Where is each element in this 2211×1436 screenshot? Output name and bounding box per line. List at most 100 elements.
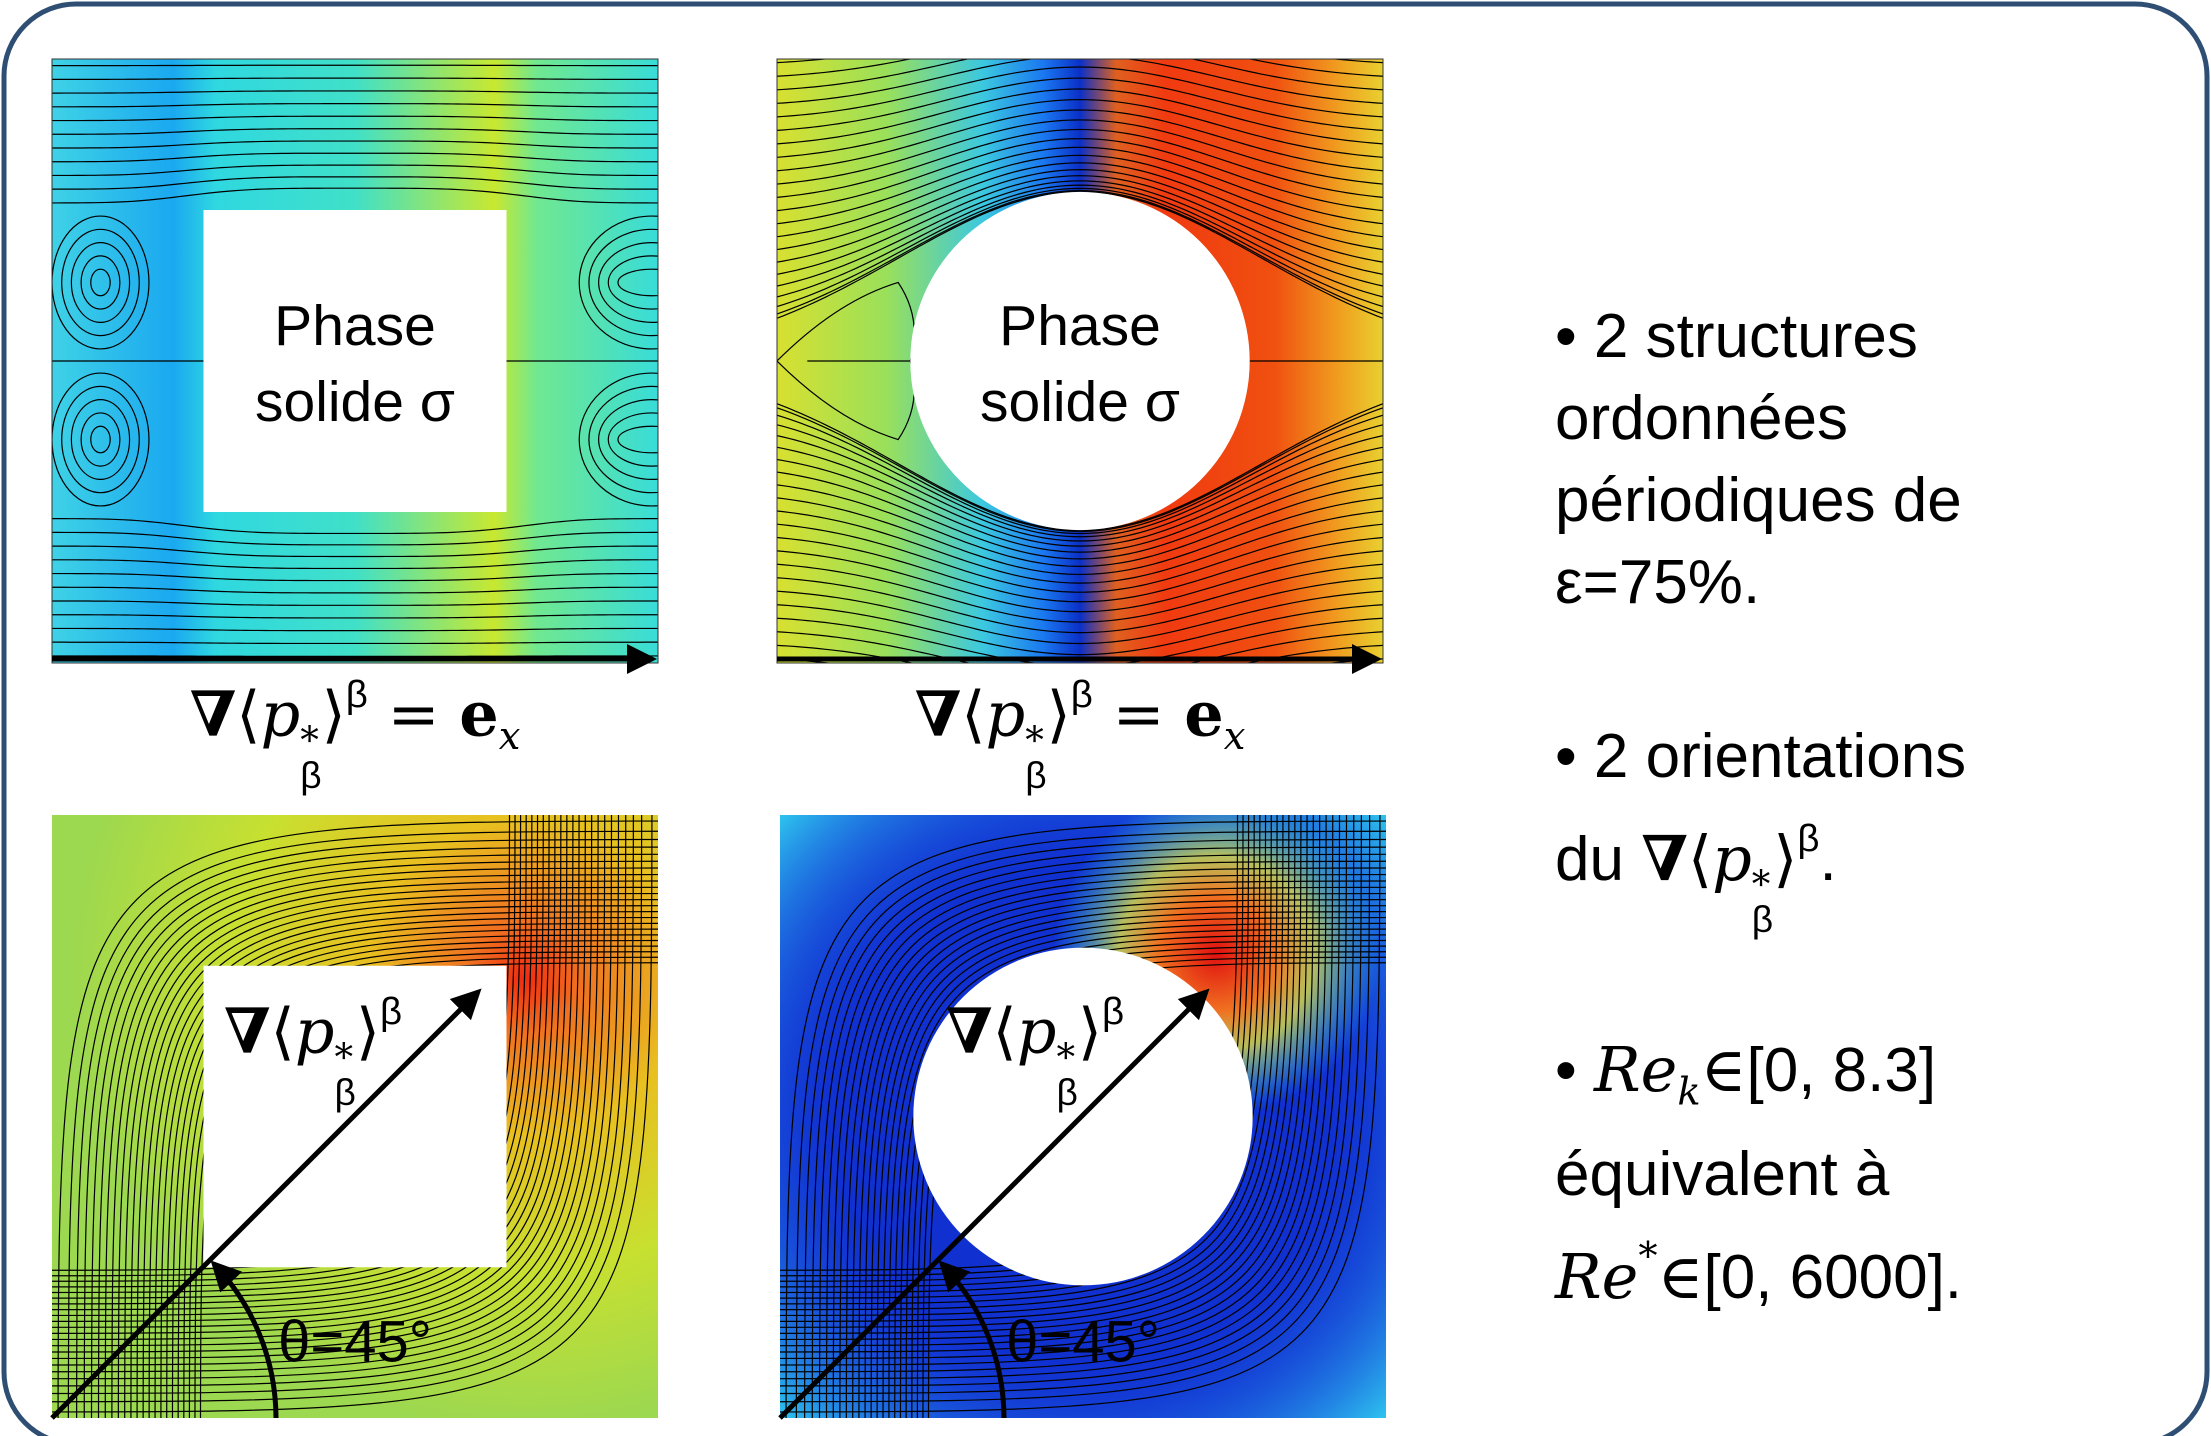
streamline — [40, 587, 670, 593]
streamline — [40, 177, 670, 189]
streamline — [765, 67, 1395, 118]
text-run: [0, 8.3] — [1746, 1036, 1937, 1106]
streamline — [22, 785, 652, 1412]
streamline — [125, 887, 689, 1436]
streamline — [750, 785, 1301, 1334]
text-run: p — [260, 677, 301, 751]
streamline — [826, 861, 1416, 1436]
bullet-list: • 2 structures ordonnées périodiques de ε=7… — [1555, 296, 1966, 1411]
streamline — [750, 785, 1314, 1346]
vortex — [91, 269, 110, 296]
streamline — [40, 78, 670, 79]
vortex — [608, 413, 695, 466]
text-run: ∈ — [1700, 1033, 1747, 1107]
streamline — [84, 847, 688, 1436]
text-run: = — [367, 677, 460, 751]
gradient-label: ∇⟨p * β ⟩β — [224, 990, 402, 1111]
streamline — [40, 560, 670, 569]
panel-border — [777, 59, 1383, 663]
streamline — [765, 155, 1395, 238]
superscript: * — [1025, 717, 1044, 762]
text-run: ⟨ — [961, 677, 986, 751]
text-run: e — [1184, 677, 1224, 751]
streamline — [883, 918, 1416, 1436]
streamline — [750, 785, 1333, 1365]
streamline — [22, 785, 598, 1359]
streamline — [22, 785, 592, 1352]
vortex — [52, 216, 149, 349]
vortex — [62, 386, 140, 492]
streamline — [40, 615, 670, 618]
streamline — [840, 875, 1416, 1436]
streamline — [765, 550, 1395, 612]
bullet-line: • 2 structures — [1555, 296, 1966, 378]
streamline — [40, 104, 670, 107]
streamline — [40, 188, 670, 203]
bullet: • 2 orientations du ∇⟨p * β ⟩β. — [1555, 716, 1966, 940]
sup-sub: * β — [1751, 865, 1774, 940]
streamline — [765, 412, 1395, 534]
text-run: ⟨ — [992, 994, 1017, 1068]
text-run: ⟩ — [1773, 821, 1798, 895]
vortex — [81, 413, 120, 466]
bullet-line: périodiques de — [1555, 460, 1966, 542]
streamline — [750, 785, 1272, 1304]
streamline — [805, 839, 1417, 1436]
vortex — [71, 400, 129, 480]
streamline — [765, 510, 1395, 583]
streamline — [750, 785, 1380, 1412]
vortex — [599, 243, 706, 323]
streamline — [765, 618, 1395, 666]
streamline — [765, 536, 1395, 601]
streamline — [750, 785, 1362, 1394]
streamline — [750, 785, 1326, 1359]
text-run: x — [1223, 714, 1246, 760]
text-run: p — [1712, 821, 1752, 895]
streamline — [765, 523, 1395, 592]
streamline — [40, 642, 670, 643]
text-run: Re — [1555, 1239, 1639, 1313]
sup-sub: * β — [1056, 1034, 1078, 1113]
streamline — [765, 422, 1395, 537]
streamline — [40, 165, 670, 175]
streamline — [22, 785, 642, 1402]
text-run: • 2 orientations — [1555, 722, 1967, 791]
streamline — [68, 831, 688, 1436]
bullet-line: • Rek∈[0, 8.3] — [1555, 1029, 1966, 1133]
obstacle-label: Phase solide σ — [980, 288, 1180, 440]
subscript: β — [1056, 1070, 1078, 1113]
vortex — [52, 373, 149, 506]
streamline — [40, 91, 670, 93]
streamline — [765, 100, 1395, 159]
text-run: = — [1092, 677, 1185, 751]
text-run: ⟨ — [236, 677, 261, 751]
streamline — [765, 185, 1395, 300]
subscript: β — [1751, 897, 1774, 940]
streamline — [98, 861, 688, 1436]
text-run: ∇ — [914, 677, 962, 751]
bullet-line: • 2 orientations — [1555, 716, 1966, 798]
text-run: Re — [1593, 1033, 1678, 1107]
vortex — [589, 229, 715, 335]
superscript: * — [1056, 1034, 1076, 1079]
text-run: p — [294, 994, 335, 1068]
streamline — [40, 628, 670, 630]
streamline — [40, 116, 670, 120]
text-run: • — [1555, 1036, 1594, 1106]
solid-phase — [203, 210, 507, 512]
vortex — [579, 216, 724, 349]
flow-panel — [40, 59, 725, 670]
text-run: β — [1102, 989, 1125, 1033]
bullet: • 2 structures ordonnées périodiques de ε=7… — [1555, 296, 1966, 624]
streamline — [877, 912, 1416, 1436]
streamline — [40, 546, 670, 556]
streamline — [765, 404, 1395, 532]
streamline — [889, 923, 1416, 1436]
vortex — [599, 400, 706, 480]
text-run: β — [1070, 672, 1093, 716]
streamline — [750, 785, 1340, 1372]
streamline — [796, 831, 1416, 1436]
text-run: β — [345, 672, 368, 716]
streamline — [765, 44, 1395, 90]
